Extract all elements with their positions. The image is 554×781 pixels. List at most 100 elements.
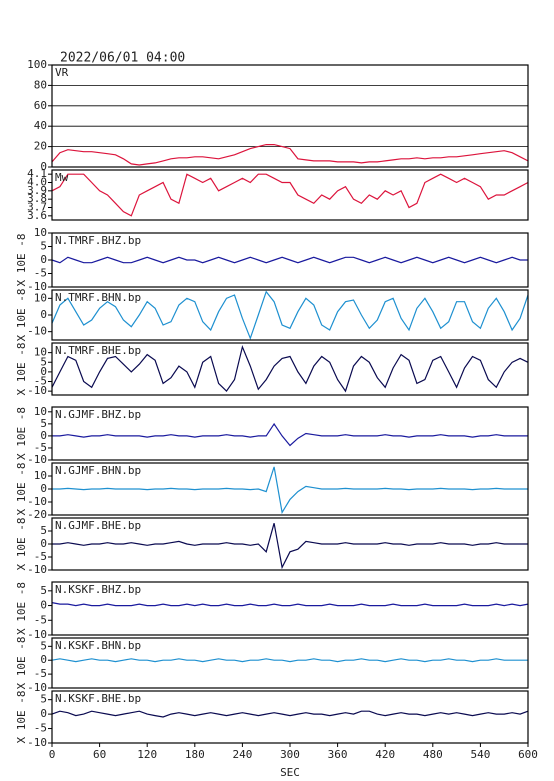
y-tick-label: 10 <box>34 469 47 482</box>
x-tick-label: 480 <box>423 748 443 761</box>
panel-frame <box>51 289 529 341</box>
y-axis-label: X 10E -8 <box>15 234 28 287</box>
y-tick-label: -10 <box>27 628 47 641</box>
waveform <box>51 602 529 607</box>
y-tick-label: 20 <box>34 140 47 153</box>
y-tick-label: -10 <box>27 280 47 293</box>
y-tick-label: 10 <box>34 405 47 418</box>
y-axis-label: X 10E -8 <box>15 289 28 342</box>
x-axis-label: SEC <box>280 766 300 779</box>
y-axis-label: X 10E -8 <box>15 463 28 516</box>
x-tick-label: 120 <box>137 748 157 761</box>
y-tick-label: -5 <box>34 667 47 680</box>
panel-title: VR <box>55 66 69 79</box>
y-tick-label: 10 <box>34 346 47 359</box>
y-tick-label: 80 <box>34 78 47 91</box>
y-tick-label: -5 <box>34 375 47 388</box>
panel-title: Mw <box>55 171 69 184</box>
panel-title: N.GJMF.BHN.bp <box>55 464 141 477</box>
y-tick-label: -10 <box>27 563 47 576</box>
y-tick-label: 0 <box>40 429 47 442</box>
y-axis-label: X 10E -8 <box>15 637 28 690</box>
y-tick-label: -5 <box>34 267 47 280</box>
y-tick-label: 3.7 <box>27 201 47 214</box>
x-tick-label: 60 <box>93 748 106 761</box>
y-axis-label: X 10E -8 <box>15 518 28 571</box>
y-tick-label: 3.8 <box>27 192 47 205</box>
y-tick-label: 0 <box>40 365 47 378</box>
x-tick-label: 360 <box>328 748 348 761</box>
waveform <box>51 710 529 718</box>
x-tick-label: 540 <box>470 748 490 761</box>
y-axis-label: X 10E -8 <box>15 343 28 396</box>
waveform <box>51 344 529 393</box>
y-tick-label: -5 <box>34 550 47 563</box>
y-tick-label: 10 <box>34 226 47 239</box>
y-tick-label: -10 <box>27 325 47 338</box>
y-tick-label: 5 <box>40 417 47 430</box>
y-tick-label: 5 <box>40 584 47 597</box>
x-tick-label: 0 <box>49 748 56 761</box>
y-tick-label: 0 <box>40 308 47 321</box>
y-tick-label: 5 <box>40 693 47 706</box>
y-tick-label: 100 <box>27 58 47 71</box>
panel-title: N.KSKF.BHN.bp <box>55 639 141 652</box>
y-tick-label: 4.0 <box>27 176 47 189</box>
y-tick-label: -10 <box>27 495 47 508</box>
y-tick-label: 0 <box>40 160 47 173</box>
waveform <box>51 173 529 217</box>
chart-header: 2022/06/01 04:00 <box>60 51 185 66</box>
y-tick-label: 4.1 <box>27 167 47 180</box>
waveform <box>52 523 528 570</box>
y-tick-label: 0 <box>40 599 47 612</box>
panel-frame <box>51 342 529 396</box>
y-tick-label: 10 <box>34 291 47 304</box>
waveform <box>51 658 528 663</box>
y-tick-label: -10 <box>27 681 47 694</box>
y-tick-label: -10 <box>27 453 47 466</box>
waveform <box>52 422 528 447</box>
y-tick-label: 0 <box>40 537 47 550</box>
y-tick-label: 5 <box>40 524 47 537</box>
y-tick-label: -20 <box>27 508 47 521</box>
y-tick-label: 40 <box>34 119 47 132</box>
y-tick-label: 3.6 <box>27 209 47 222</box>
x-tick-label: 180 <box>185 748 205 761</box>
panel-title: N.TMRF.BHN.bp <box>55 291 141 304</box>
panel-title: N.GJMF.BHE.bp <box>55 519 141 532</box>
y-tick-label: -5 <box>34 441 47 454</box>
panel-frame <box>51 406 529 461</box>
x-tick-label: 240 <box>232 748 252 761</box>
y-tick-label: 0 <box>40 707 47 720</box>
x-tick-label: 420 <box>375 748 395 761</box>
panel-title: N.GJMF.BHZ.bp <box>55 408 141 421</box>
waveform <box>52 466 528 515</box>
y-axis-label: X 10E -8 <box>15 691 28 744</box>
y-tick-label: 60 <box>34 99 47 112</box>
panel-frame <box>51 232 529 288</box>
y-tick-label: 3.9 <box>27 184 47 197</box>
y-tick-label: 5 <box>40 639 47 652</box>
y-axis-label: X 10E -8 <box>15 407 28 460</box>
waveform <box>51 256 528 264</box>
x-tick-label: 300 <box>280 748 300 761</box>
y-tick-label: 0 <box>40 253 47 266</box>
panel-frame <box>51 169 529 221</box>
y-tick-label: -5 <box>34 722 47 735</box>
x-tick-label: 600 <box>518 748 538 761</box>
y-tick-label: 0 <box>40 482 47 495</box>
panel-title: N.TMRF.BHE.bp <box>55 344 141 357</box>
panel-title: N.KSKF.BHZ.bp <box>55 583 141 596</box>
y-tick-label: 0 <box>40 653 47 666</box>
waveform <box>51 290 529 341</box>
y-tick-label: -10 <box>27 384 47 397</box>
y-axis-label: X 10E -8 <box>15 582 28 635</box>
y-tick-label: 5 <box>40 240 47 253</box>
panel-frame <box>51 462 529 516</box>
panel-frame <box>51 637 529 689</box>
panel-frame <box>51 517 529 571</box>
y-tick-label: -5 <box>34 613 47 626</box>
y-tick-label: -10 <box>27 736 47 749</box>
waveform <box>51 144 529 166</box>
